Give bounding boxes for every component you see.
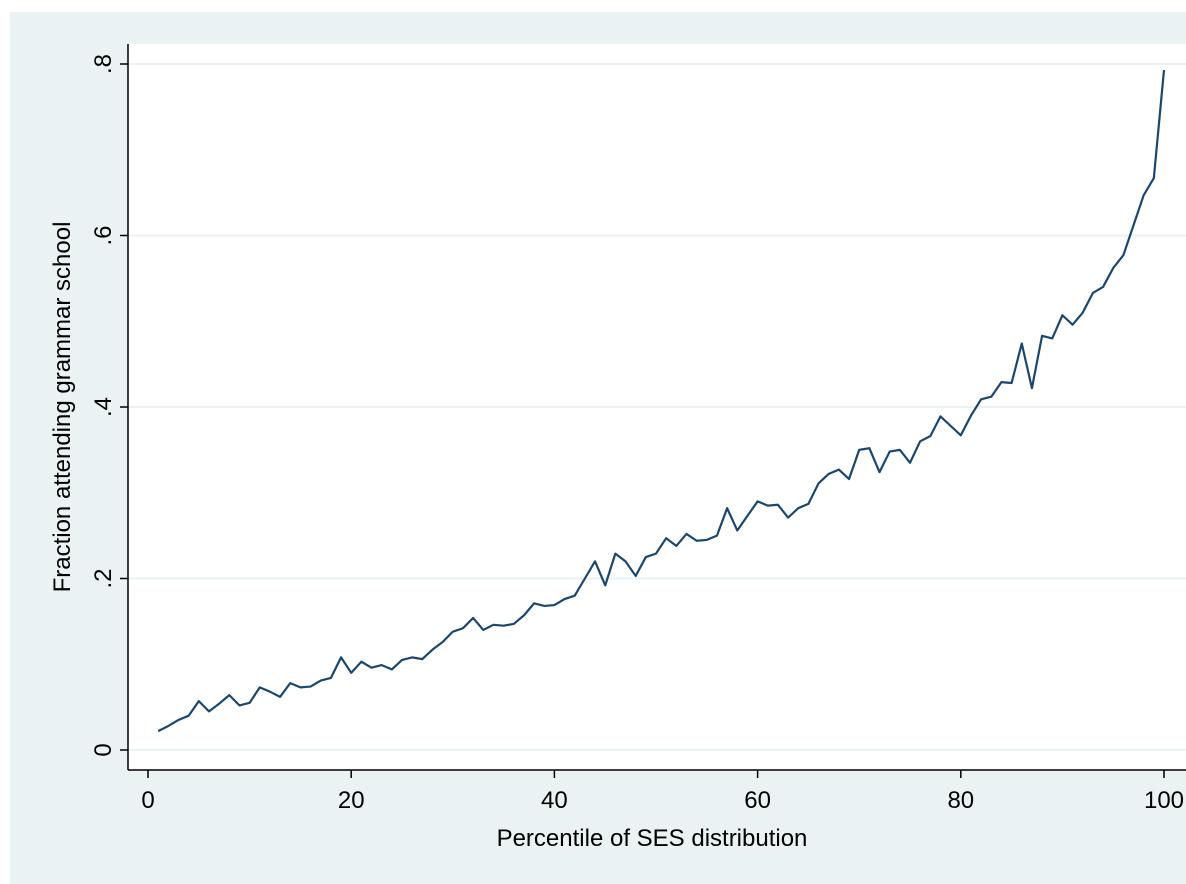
x-tick-label-5: 100 [1144,787,1184,814]
gridlines [128,63,1186,751]
chart-figure: 0 .2 .4 .6 .8 0 20 40 60 80 100 Percentile of SES… [10,12,1186,884]
line-chart: 0 .2 .4 .6 .8 0 20 40 60 80 100 Percentile of SES… [49,44,1186,852]
y-axis-title: Fraction attending grammar school [49,222,76,593]
x-tick-label-1: 20 [338,787,365,814]
x-tick-label-3: 60 [744,787,771,814]
series-line [157,69,1166,733]
y-tick-label-1: .2 [90,568,117,588]
y-tick-label-3: .6 [90,225,117,245]
x-axis-title: Percentile of SES distribution [497,825,808,852]
y-tick-label-0: 0 [90,743,117,756]
x-tick-label-4: 80 [947,787,974,814]
x-tick-label-2: 40 [541,787,568,814]
x-tick-label-0: 0 [141,787,154,814]
x-axis-ticks: 0 20 40 60 80 100 [141,770,1184,814]
y-axis-ticks: 0 .2 .4 .6 .8 [90,54,128,757]
y-tick-label-4: .8 [90,54,117,74]
y-tick-label-2: .4 [90,397,117,417]
